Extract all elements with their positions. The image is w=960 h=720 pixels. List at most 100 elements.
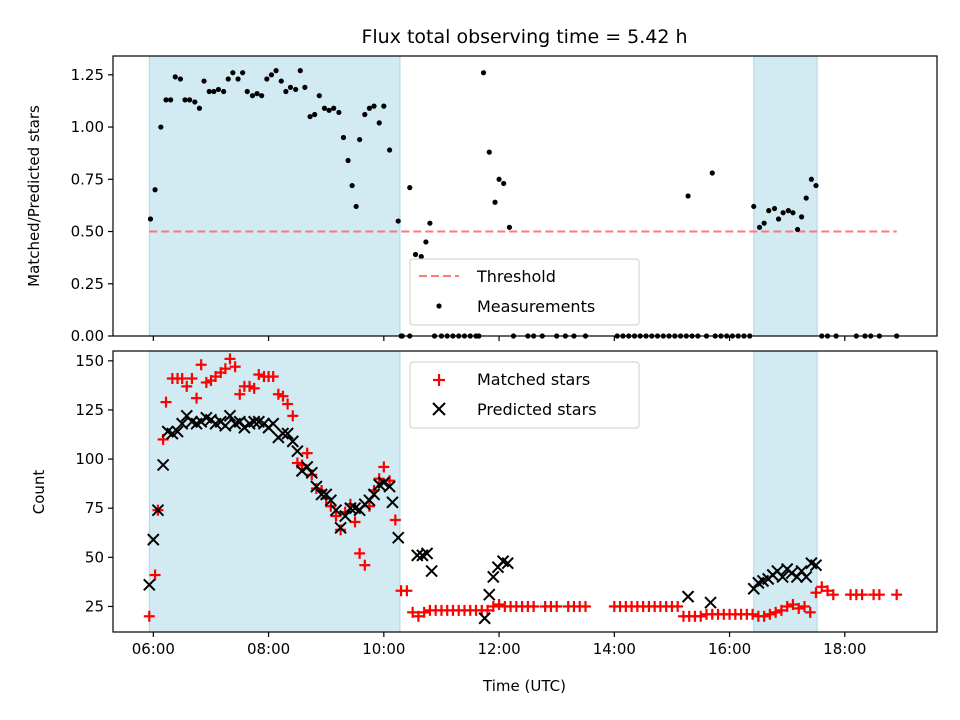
y-tick-label: 50 xyxy=(85,548,104,566)
measurement-point xyxy=(506,224,513,230)
measurement-point xyxy=(336,109,342,116)
matched-star-point xyxy=(267,371,279,383)
measurement-point xyxy=(381,103,387,109)
measurement-point xyxy=(316,93,322,99)
measurement-point xyxy=(761,220,767,226)
matched-star-point xyxy=(827,589,839,601)
measurement-point xyxy=(412,251,419,258)
y-tick-label: 0.00 xyxy=(71,327,104,345)
measurement-point xyxy=(221,88,227,95)
predicted-star-point xyxy=(305,466,319,480)
x-tick-label: 16:00 xyxy=(708,640,751,658)
measurement-point xyxy=(803,195,809,201)
matched-star-point xyxy=(856,589,868,601)
predicted-star-point xyxy=(383,480,396,493)
measurement-point xyxy=(201,78,207,84)
measurement-point xyxy=(235,76,241,82)
legend-predicted-swatch xyxy=(432,402,446,416)
measurement-point xyxy=(287,84,294,90)
matched-star-point xyxy=(775,604,787,616)
matched-star-point xyxy=(758,610,770,622)
predicted-star-point xyxy=(329,503,343,517)
matched-star-point xyxy=(224,353,236,365)
matched-star-point xyxy=(407,606,419,618)
matched-star-point xyxy=(143,610,155,622)
predicted-star-point xyxy=(223,409,237,423)
matched-star-point xyxy=(282,398,294,410)
predicted-star-point xyxy=(483,588,496,601)
matched-star-point xyxy=(378,461,390,473)
chart-title: Flux total observing time = 5.42 h xyxy=(361,26,687,48)
y-tick-label: 0.25 xyxy=(71,275,104,293)
ratio-y-ticks: 0.00 0.25 0.50 0.75 1.00 1.25 xyxy=(71,66,113,345)
predicted-star-point xyxy=(501,557,514,570)
predicted-star-point xyxy=(147,533,160,546)
measurement-point xyxy=(278,78,284,84)
matched-star-point xyxy=(219,363,231,375)
measurement-point xyxy=(780,210,786,216)
measurement-point xyxy=(158,124,164,130)
measurement-point xyxy=(423,239,429,245)
ratio-y-axis-label: Matched/Predicted stars xyxy=(25,105,43,287)
measurement-point xyxy=(766,208,772,214)
predicted-star-point xyxy=(386,496,399,509)
matched-star-point xyxy=(891,589,903,601)
matched-star-point xyxy=(493,598,505,610)
predicted-star-point xyxy=(281,427,294,440)
ratio-panel: 0.00 0.25 0.50 0.75 1.00 1.25 Matched/Predict… xyxy=(25,55,938,345)
measurement-point xyxy=(496,176,502,182)
measurement-point xyxy=(386,147,393,153)
measurement-point xyxy=(152,187,158,193)
matched-star-point xyxy=(551,600,563,612)
measurement-point xyxy=(307,113,313,120)
predicted-star-point xyxy=(367,488,381,501)
predicted-star-point xyxy=(324,494,338,507)
y-tick-label: 1.25 xyxy=(71,66,104,84)
predicted-star-point xyxy=(681,590,695,603)
y-tick-label: 75 xyxy=(85,499,104,517)
predicted-star-point xyxy=(339,509,352,523)
measurement-point xyxy=(794,226,801,233)
matched-star-point xyxy=(354,547,366,559)
measurement-point xyxy=(492,199,498,205)
counts-legend: Matched stars Predicted stars xyxy=(409,361,640,429)
measurement-point xyxy=(283,88,289,95)
predicted-star-point xyxy=(291,445,304,458)
predicted-star-point xyxy=(478,612,491,625)
counts-axes-frame xyxy=(112,350,938,633)
ratio-legend: Threshold Measurements xyxy=(409,258,640,326)
measurement-point xyxy=(293,86,299,93)
measurement-point xyxy=(302,84,308,90)
legend-matched-swatch xyxy=(433,374,445,386)
matched-star-point xyxy=(793,602,805,614)
predicted-star-point xyxy=(776,570,789,584)
measurement-point xyxy=(771,205,778,212)
y-tick-label: 0.75 xyxy=(71,170,104,188)
measurement-point xyxy=(147,216,154,222)
legend-matched-label: Matched stars xyxy=(477,370,590,389)
matched-star-point xyxy=(873,589,885,601)
predicted-star-point xyxy=(143,578,156,592)
predicted-star-point xyxy=(151,503,165,517)
measurement-point xyxy=(813,182,819,189)
matched-star-point xyxy=(418,606,430,618)
legend-predicted-label: Predicted stars xyxy=(477,400,597,419)
matched-star-point xyxy=(330,510,342,522)
predicted-star-point xyxy=(425,564,438,578)
measurement-point xyxy=(775,216,782,222)
matched-star-point xyxy=(781,600,793,612)
predicted-star-point xyxy=(799,570,813,584)
matched-star-point xyxy=(229,361,241,373)
measurement-point xyxy=(297,68,303,74)
matched-star-point xyxy=(310,483,322,495)
predicted-star-point xyxy=(315,488,328,501)
predicted-star-point xyxy=(286,435,299,448)
measurement-point xyxy=(254,91,260,97)
measurement-point xyxy=(345,157,351,164)
measurement-point xyxy=(709,170,715,176)
matched-star-point xyxy=(160,396,172,408)
measurement-point xyxy=(230,70,236,76)
predicted-star-point xyxy=(392,531,405,544)
predicted-star-point xyxy=(156,458,170,472)
matched-star-point xyxy=(277,390,289,402)
